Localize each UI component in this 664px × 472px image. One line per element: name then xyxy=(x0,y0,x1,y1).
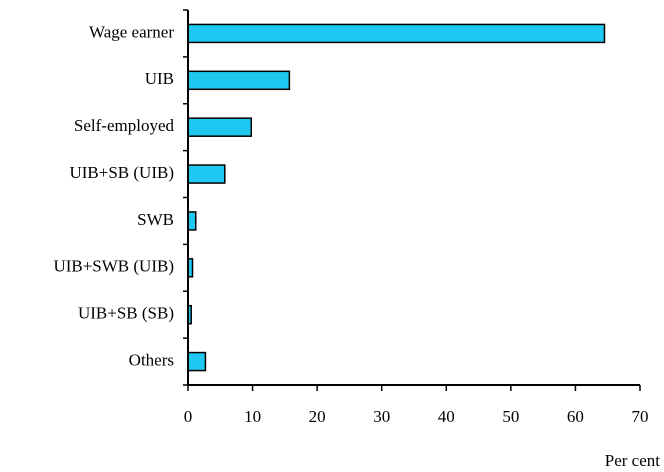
y-tick-label: UIB+SB (SB) xyxy=(78,304,174,323)
x-tick-label: 20 xyxy=(309,407,326,426)
y-tick-label: UIB+SB (UIB) xyxy=(69,163,174,182)
x-tick-label: 40 xyxy=(438,407,455,426)
y-tick-label: SWB xyxy=(137,210,174,229)
bar xyxy=(187,351,207,372)
x-tick-label: 30 xyxy=(373,407,390,426)
y-tick-label: Others xyxy=(129,350,174,369)
y-tick-label: UIB+SWB (UIB) xyxy=(53,257,174,276)
bar xyxy=(187,164,226,184)
bar xyxy=(187,70,291,91)
y-tick-label: Wage earner xyxy=(89,22,174,41)
x-tick-label: 0 xyxy=(184,407,193,426)
y-tick-label: Self-employed xyxy=(74,116,175,135)
x-tick-label: 60 xyxy=(567,407,584,426)
bar xyxy=(187,211,197,231)
x-tick-label: 70 xyxy=(632,407,649,426)
bar xyxy=(187,117,253,137)
x-axis-label: Per cent xyxy=(605,451,661,470)
bar xyxy=(187,23,606,44)
y-tick-label: UIB xyxy=(145,69,174,88)
x-tick-label: 10 xyxy=(244,407,261,426)
x-tick-label: 50 xyxy=(502,407,519,426)
